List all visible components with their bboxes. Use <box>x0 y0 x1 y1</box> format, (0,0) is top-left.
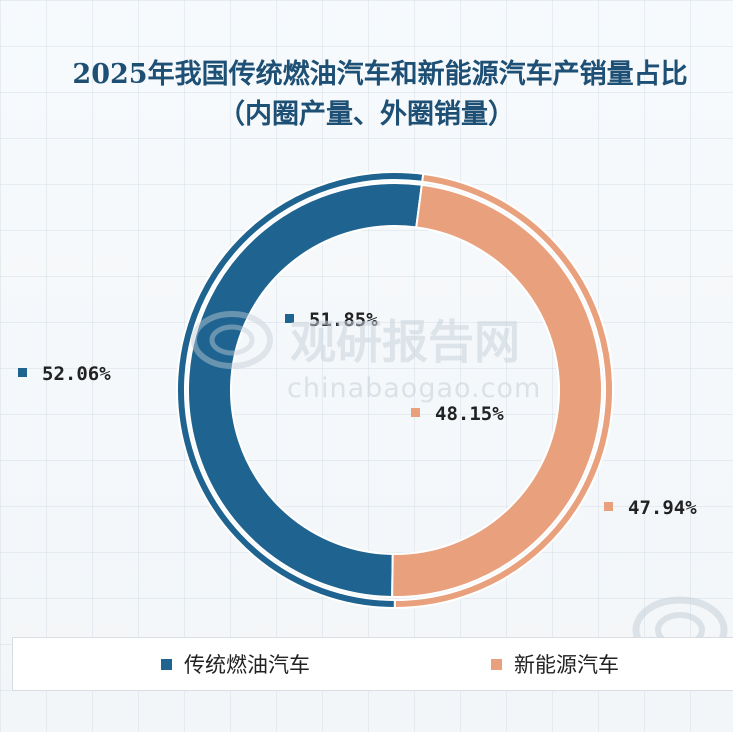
inner-label-marker-nev <box>411 408 420 417</box>
legend-label-nev: 新能源汽车 <box>514 653 619 677</box>
legend-swatch-fuel <box>161 658 172 670</box>
legend: 传统燃油汽车 新能源汽车 <box>12 637 733 691</box>
legend-item-nev[interactable]: 新能源汽车 <box>491 649 619 679</box>
chart-subtitle: （内圈产量、外圈销量） <box>218 99 515 130</box>
inner-data-label-nev: 48.15% <box>435 403 504 425</box>
legend-label-fuel: 传统燃油汽车 <box>184 653 310 677</box>
inner-label-marker-fuel <box>285 314 294 323</box>
inner-data-label-fuel: 51.85% <box>309 309 378 331</box>
outer-ring-slice-nev[interactable] <box>393 172 614 610</box>
legend-item-fuel[interactable]: 传统燃油汽车 <box>161 649 310 679</box>
inner-ring-slice-fuel[interactable] <box>187 182 423 598</box>
chart-rings <box>176 171 614 610</box>
chart-data-labels: 52.06% 51.85% 48.15% 47.94% <box>18 309 697 519</box>
watermark-brand: 观研报告网 <box>290 315 520 369</box>
watermark: 观研报告网 chinabaogao.com <box>191 311 728 664</box>
legend-swatch-nev <box>491 658 502 670</box>
outer-data-label-fuel: 52.06% <box>42 363 111 385</box>
inner-ring-slice-nev[interactable] <box>391 183 603 598</box>
chart-title: 2025年我国传统燃油汽车和新能源汽车产销量占比 <box>72 59 688 90</box>
outer-label-marker-nev <box>604 502 613 511</box>
watermark-logo-icon <box>191 311 273 369</box>
outer-data-label-nev: 47.94% <box>628 497 697 519</box>
watermark-site: chinabaogao.com <box>287 373 541 404</box>
outer-label-marker-fuel <box>18 368 27 377</box>
